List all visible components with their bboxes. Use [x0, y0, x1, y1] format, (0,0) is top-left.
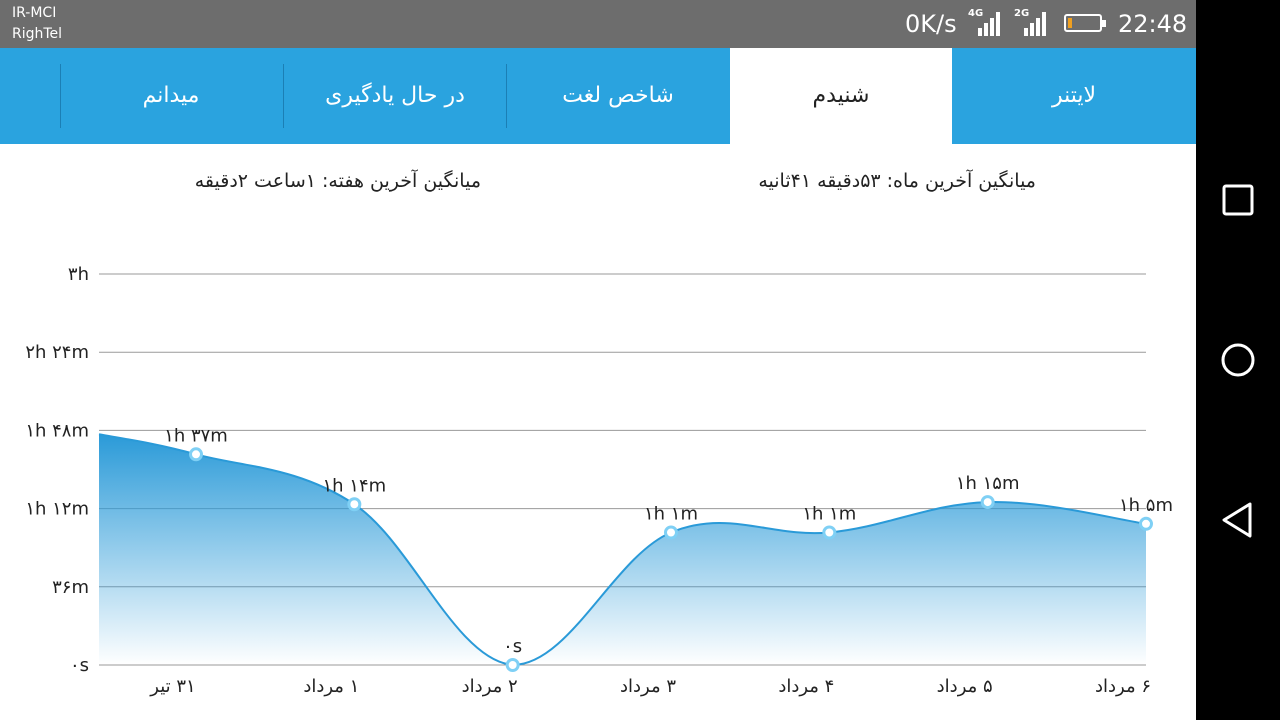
average-last-week: میانگین آخرین هفته: ۱ساعت ۲دقیقه	[194, 170, 481, 192]
battery-icon	[1064, 14, 1106, 32]
x-tick-label: ۲ مرداد	[462, 676, 518, 697]
series-line	[98, 433, 1147, 667]
area-fill	[99, 434, 1146, 665]
x-tick-label: ۵ مرداد	[937, 676, 993, 697]
network-speed: 0K/s	[905, 10, 957, 38]
x-tick-label: ۶ مرداد	[1095, 676, 1151, 697]
tab-bar: لایتنر شنیدم شاخص لغت در حال یادگیری مید…	[0, 48, 1196, 144]
tab-word-index[interactable]: شاخص لغت	[562, 83, 674, 108]
signal-type-label: 4G	[968, 8, 984, 19]
y-tick-label: ۳۶m	[52, 577, 89, 598]
x-tick-label: ۱ مرداد	[303, 676, 359, 697]
tab-learning[interactable]: در حال یادگیری	[325, 83, 465, 108]
signal-type-label: 2G	[1014, 8, 1030, 19]
y-tick-label: ۱h ۴۸m	[25, 420, 89, 441]
recent-apps-icon[interactable]	[1216, 178, 1260, 222]
tab-leitner[interactable]: لایتنر	[1051, 83, 1097, 108]
signal-4g-icon: 4G	[968, 8, 1002, 38]
navigation-bar	[1196, 0, 1280, 720]
x-tick-label: ۳ مرداد	[620, 676, 676, 697]
home-icon[interactable]	[1216, 338, 1260, 382]
y-tick-label: ۱h ۱۲m	[25, 499, 89, 520]
data-point	[347, 497, 362, 512]
average-last-month: میانگین آخرین ماه: ۵۳دقیقه ۴۱ثانیه	[758, 170, 1036, 192]
y-tick-label: ۲h ۲۴m	[25, 342, 89, 363]
carrier-name-2: RighTel	[12, 26, 63, 42]
data-label: ۱h ۱۵m	[956, 473, 1020, 494]
data-point	[505, 658, 520, 672]
clock: 22:48	[1118, 10, 1188, 38]
daily-usage-chart: ۰s ۳۶m ۱h ۱۲m ۱h ۴۸m ۲h ۲۴m ۳h ۱h ۳۷m ۳۱ تیر ۱h …	[25, 264, 1173, 697]
back-icon[interactable]	[1216, 498, 1260, 542]
tab-divider	[60, 64, 61, 128]
data-point	[822, 525, 837, 540]
battery-level	[1068, 18, 1072, 28]
data-label: ۱h ۵m	[1119, 495, 1173, 516]
tab-heard[interactable]: شنیدم	[730, 48, 952, 144]
data-label: ۰s	[503, 636, 522, 657]
tab-known[interactable]: میدانم	[142, 83, 200, 108]
data-label: ۱h ۳۷m	[164, 425, 228, 446]
data-point	[980, 495, 995, 510]
x-tick-label: ۴ مرداد	[778, 676, 834, 697]
tab-divider	[283, 64, 284, 128]
y-tick-label: ۳h	[68, 264, 89, 285]
signal-2g-icon: 2G	[1014, 8, 1048, 38]
x-tick-label: ۳۱ تیر	[149, 676, 195, 697]
status-bar: IR-MCI RighTel 0K/s 4G 2G 22:48	[0, 0, 1196, 48]
data-label: ۱h ۱۴m	[322, 475, 386, 496]
data-label: ۱h ۱m	[644, 503, 698, 524]
data-point	[189, 447, 203, 462]
data-point	[1139, 516, 1153, 531]
data-point	[664, 525, 678, 540]
y-tick-label: ۰s	[70, 655, 89, 676]
carrier-name-1: IR-MCI	[12, 5, 57, 21]
tab-divider	[506, 64, 507, 128]
data-label: ۱h ۱m	[802, 503, 856, 524]
app-screen: IR-MCI RighTel 0K/s 4G 2G 22:48 لایتنر ش…	[0, 0, 1196, 720]
